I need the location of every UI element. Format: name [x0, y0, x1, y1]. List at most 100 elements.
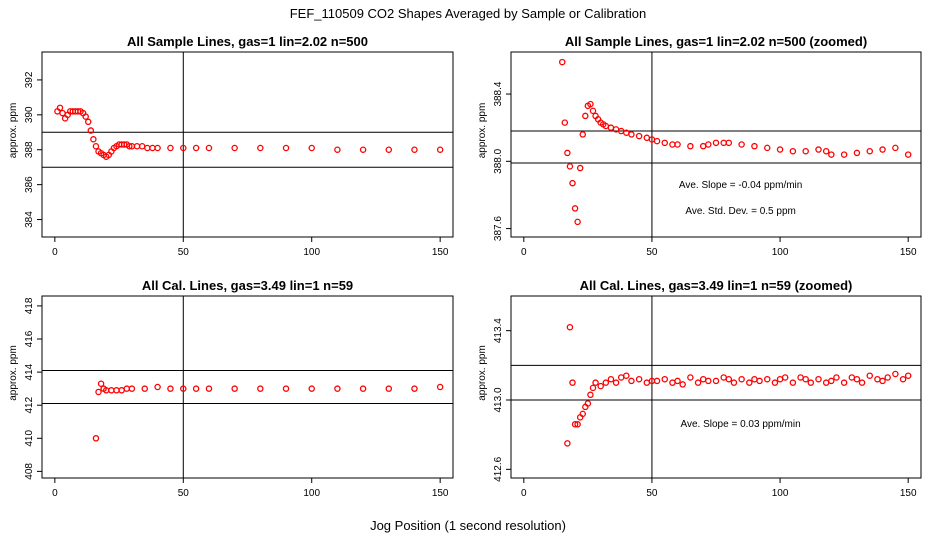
data-point [751, 375, 758, 383]
data-point [828, 377, 835, 385]
data-point [385, 146, 393, 153]
x-tick-label: 0 [521, 488, 527, 499]
y-axis-label: approx. ppm [8, 345, 19, 401]
data-point [579, 131, 587, 138]
plot-frame [510, 51, 922, 238]
data-point [746, 379, 753, 386]
data-point [674, 377, 681, 385]
data-point [607, 124, 615, 131]
data-point [853, 375, 861, 383]
data-point [612, 379, 620, 386]
data-point [853, 149, 861, 157]
x-axis-label: Jog Position (1 second resolution) [370, 518, 566, 533]
data-point [828, 151, 835, 158]
data-point [699, 142, 707, 150]
data-point [720, 139, 727, 147]
data-point [892, 144, 899, 152]
x-tick-label: 0 [521, 247, 527, 258]
data-point [359, 385, 367, 392]
data-point [879, 146, 886, 153]
data-point [571, 205, 579, 212]
y-tick-label: 390 [24, 106, 35, 123]
data-point [687, 374, 694, 381]
data-point [564, 149, 571, 157]
data-point [385, 385, 393, 392]
y-tick-label: 388 [24, 141, 35, 158]
data-point [205, 144, 213, 152]
data-point [92, 435, 100, 442]
x-tick-label: 150 [900, 247, 917, 258]
data-point [411, 385, 418, 392]
annotation-text: Ave. Std. Dev. = 0.5 ppm [685, 206, 796, 217]
data-point [822, 379, 830, 386]
data-point [712, 377, 720, 385]
data-point [59, 109, 66, 117]
data-point [579, 410, 587, 418]
data-point [569, 379, 576, 386]
y-tick-label: 412 [24, 396, 35, 413]
data-point [566, 163, 574, 170]
data-point [128, 385, 136, 392]
data-point [899, 375, 907, 383]
data-point [866, 372, 874, 379]
data-point [571, 421, 579, 428]
data-point [623, 372, 630, 379]
y-tick-label: 412.6 [493, 456, 504, 481]
data-point [617, 374, 625, 381]
data-point [569, 179, 576, 187]
y-tick-label: 384 [24, 211, 35, 228]
data-point [628, 377, 635, 385]
panel-1: All Sample Lines, gas=1 lin=2.02 n=500 0 5… [8, 34, 454, 258]
x-tick-label: 50 [178, 488, 190, 499]
data-point [653, 377, 661, 385]
data-point [411, 146, 418, 153]
data-point [815, 375, 822, 383]
panel-4: All Cal. Lines, gas=3.49 lin=1 n=59 (zoo… [477, 278, 922, 499]
data-point [574, 421, 581, 428]
data-point [858, 379, 866, 386]
data-point [699, 375, 707, 383]
panel-3: All Cal. Lines, gas=3.49 lin=1 n=59 0 50 10… [8, 278, 454, 499]
data-point [764, 144, 771, 152]
data-point [308, 385, 315, 392]
data-point [815, 146, 822, 153]
y-tick-label: 418 [24, 297, 35, 314]
y-tick-label: 388.0 [493, 148, 504, 173]
data-point [687, 142, 694, 150]
data-point [126, 142, 133, 150]
data-point [797, 374, 804, 381]
data-point [866, 147, 874, 155]
y-tick-label: 386 [24, 176, 35, 193]
data-point [167, 385, 174, 392]
data-point [582, 112, 589, 120]
y-axis-label: approx. ppm [8, 103, 19, 159]
data-point [848, 374, 856, 381]
data-point [589, 384, 597, 392]
data-point [833, 374, 840, 381]
x-tick-label: 100 [303, 247, 320, 258]
data-point [764, 375, 771, 383]
data-point [756, 377, 763, 385]
data-point [781, 374, 789, 381]
annotation-text: Ave. Slope = -0.04 ppm/min [679, 180, 803, 191]
data-point [257, 144, 264, 152]
data-point [607, 375, 615, 383]
x-tick-label: 0 [52, 488, 58, 499]
y-tick-label: 413.0 [493, 387, 504, 412]
data-point [82, 113, 89, 120]
data-point [180, 385, 187, 392]
data-point [738, 141, 745, 148]
data-point [807, 379, 815, 386]
data-point [712, 139, 720, 147]
data-point [141, 385, 148, 392]
data-point [257, 385, 264, 392]
data-point [904, 151, 912, 158]
data-point [95, 388, 102, 396]
data-point [205, 385, 213, 392]
y-tick-label: 388.4 [493, 81, 504, 106]
data-point [144, 144, 151, 152]
data-point [725, 139, 733, 147]
data-point [231, 385, 238, 392]
data-point [904, 372, 912, 379]
